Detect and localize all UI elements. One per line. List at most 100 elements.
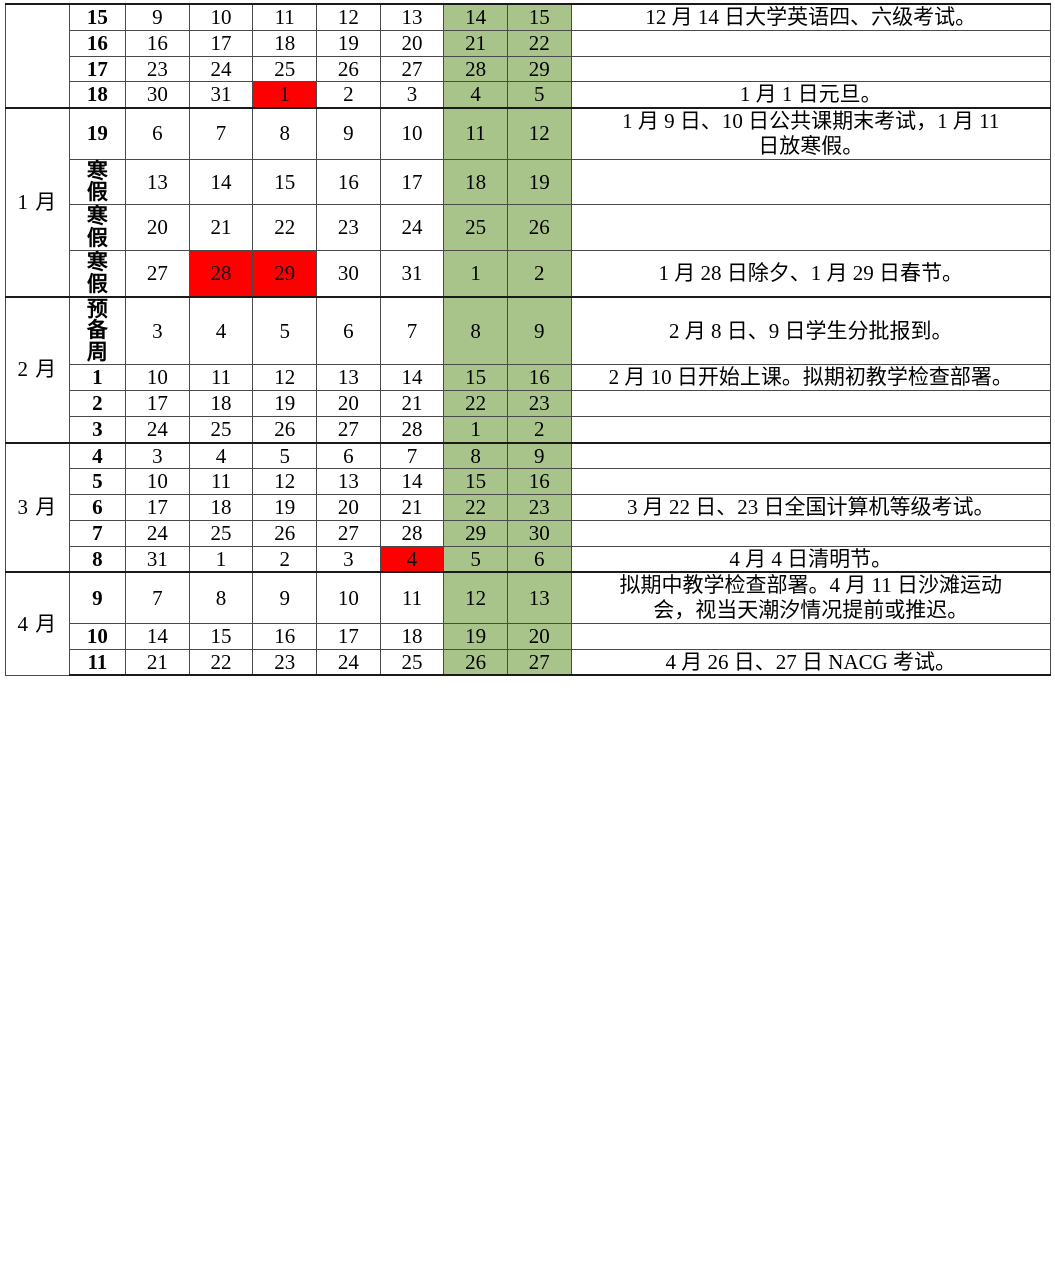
week-number-cell: 1 (68, 364, 127, 392)
day-cell: 20 (316, 494, 381, 521)
note-cell: 1 月 9 日、10 日公共课期末考试，1 月 11 日放寒假。 (570, 107, 1052, 160)
day-cell: 12 (316, 2, 381, 31)
note-line: 2 月 8 日、9 日学生分批报到。 (669, 318, 953, 343)
month-label-cell: 1 月 (5, 107, 70, 298)
day-cell: 14 (188, 158, 254, 206)
day-cell: 17 (316, 622, 381, 650)
note-cell (570, 204, 1052, 252)
note-cell (570, 390, 1052, 417)
week-number-cell: 9 (68, 571, 127, 624)
day-cell: 24 (125, 415, 190, 444)
note-cell (570, 29, 1052, 57)
month-label-cell: 3 月 (5, 441, 70, 573)
day-cell: 18 (188, 390, 254, 417)
day-cell: 17 (188, 29, 254, 57)
week-number-cell: 15 (68, 2, 127, 31)
day-cell: 3 (125, 441, 190, 470)
day-cell-holiday: 28 (188, 250, 254, 298)
day-cell: 27 (316, 519, 381, 547)
week-number-cell: 预备周 (68, 296, 127, 366)
day-cell: 21 (379, 390, 445, 417)
note-cell: 4 月 26 日、27 日 NACG 考试。 (570, 648, 1052, 677)
week-label-char: 假 (86, 271, 108, 296)
day-cell: 9 (125, 2, 190, 31)
day-cell-weekend: 20 (506, 622, 572, 650)
note-cell: 4 月 4 日清明节。 (570, 545, 1052, 573)
note-line: 4 月 26 日、27 日 NACG 考试。 (665, 649, 957, 674)
day-cell-weekend: 29 (506, 55, 572, 83)
day-cell: 24 (379, 204, 445, 252)
day-cell: 7 (125, 571, 190, 624)
day-cell-weekend: 19 (443, 622, 508, 650)
day-cell: 27 (125, 250, 190, 298)
day-cell: 15 (188, 622, 254, 650)
week-number-cell: 寒假 (68, 250, 127, 298)
week-number-cell: 8 (68, 545, 127, 573)
day-cell: 22 (252, 204, 318, 252)
day-cell: 23 (316, 204, 381, 252)
day-cell: 5 (252, 441, 318, 470)
month-label-cell (5, 2, 70, 109)
day-cell: 17 (125, 390, 190, 417)
calendar-week-row: 11 21 22 23 24 25 26 27 4 月 26 日、27 日 NACG 考试。 (6, 648, 1052, 677)
note-cell (570, 158, 1052, 206)
day-cell: 7 (379, 296, 445, 366)
note-cell (570, 519, 1052, 547)
day-cell-holiday: 1 (252, 81, 318, 109)
day-cell: 28 (379, 415, 445, 444)
month-label-cell: 4 月 (5, 571, 70, 676)
day-cell-weekend: 27 (506, 648, 572, 677)
note-cell (570, 622, 1052, 650)
day-cell: 11 (188, 468, 254, 496)
note-cell: 3 月 22 日、23 日全国计算机等级考试。 (570, 494, 1052, 521)
day-cell-weekend: 15 (506, 2, 572, 31)
calendar-week-row: 寒假 27 28 29 30 31 1 2 1 月 28 日除夕、1 月 29 日春节。 (6, 250, 1052, 298)
day-cell: 14 (379, 468, 445, 496)
day-cell-weekend: 26 (443, 648, 508, 677)
day-cell: 6 (316, 296, 381, 366)
day-cell: 16 (125, 29, 190, 57)
week-number-cell: 寒假 (68, 158, 127, 206)
day-cell: 2 (316, 81, 381, 109)
day-cell-weekend: 19 (506, 158, 572, 206)
day-cell: 11 (188, 364, 254, 392)
day-cell: 31 (188, 81, 254, 109)
day-cell: 19 (316, 29, 381, 57)
week-label-char: 假 (86, 225, 108, 250)
day-cell-weekend: 15 (443, 468, 508, 496)
note-line: 3 月 22 日、23 日全国计算机等级考试。 (627, 495, 995, 520)
day-cell: 14 (379, 364, 445, 392)
day-cell: 11 (379, 571, 445, 624)
day-cell: 16 (316, 158, 381, 206)
week-number-cell: 3 (68, 415, 127, 444)
week-number-cell: 4 (68, 441, 127, 470)
day-cell: 10 (316, 571, 381, 624)
day-cell: 23 (125, 55, 190, 83)
day-cell-weekend: 2 (506, 250, 572, 298)
day-cell: 12 (252, 468, 318, 496)
day-cell-weekend: 11 (443, 107, 508, 160)
week-number-cell: 7 (68, 519, 127, 547)
day-cell: 6 (125, 107, 190, 160)
day-cell: 12 (252, 364, 318, 392)
week-label-char: 预 (86, 297, 108, 322)
day-cell-weekend: 25 (443, 204, 508, 252)
week-label-char: 寒 (86, 158, 108, 183)
note-line: 1 月 9 日、10 日公共课期末考试，1 月 11 (622, 109, 1000, 134)
day-cell: 1 (188, 545, 254, 573)
week-label-char: 寒 (86, 204, 108, 229)
calendar-body: 15 9 10 11 12 13 14 15 12 月 14 日大学英语四、六级考试。 16 16 1… (5, 2, 1052, 677)
day-cell: 10 (125, 364, 190, 392)
day-cell-holiday: 29 (252, 250, 318, 298)
calendar-week-row: 2 17 18 19 20 21 22 23 (6, 390, 1052, 417)
day-cell: 22 (188, 648, 254, 677)
day-cell-weekend: 30 (506, 519, 572, 547)
calendar-week-row: 6 17 18 19 20 21 22 23 3 月 22 日、23 日全国计算机等级考试。 (6, 494, 1052, 521)
day-cell: 27 (316, 415, 381, 444)
day-cell: 20 (125, 204, 190, 252)
day-cell: 15 (252, 158, 318, 206)
note-cell: 拟期中教学检查部署。4 月 11 日沙滩运动 会，视当天潮汐情况提前或推迟。 (570, 571, 1052, 624)
day-cell: 2 (252, 545, 318, 573)
calendar-week-row: 1 10 11 12 13 14 15 16 2 月 10 日开始上课。拟期初教学检查部署。 (6, 364, 1052, 392)
day-cell-weekend: 12 (506, 107, 572, 160)
